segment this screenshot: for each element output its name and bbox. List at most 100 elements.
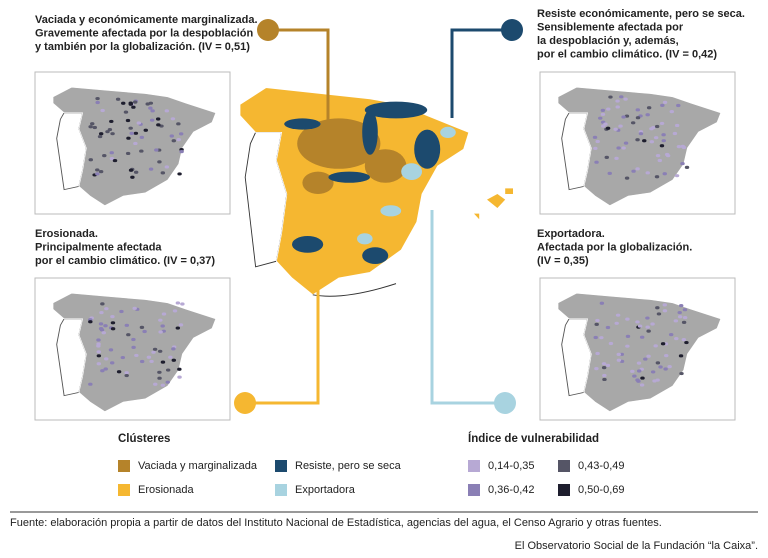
legend-swatch — [558, 460, 570, 472]
dot — [112, 158, 118, 163]
dot — [615, 99, 620, 103]
dot — [654, 124, 660, 129]
panel-title: por el cambio climático. (IV = 0,42) — [537, 48, 717, 60]
dot — [598, 116, 603, 120]
dot — [109, 157, 115, 161]
dot — [619, 95, 624, 99]
dot — [592, 135, 598, 139]
dot — [663, 367, 668, 371]
dot — [128, 168, 134, 172]
dot — [594, 322, 599, 326]
dot — [98, 132, 104, 136]
dot — [109, 151, 114, 155]
dot — [646, 354, 651, 358]
dot — [616, 146, 621, 150]
dot — [654, 175, 660, 179]
dot — [677, 310, 682, 315]
dot — [635, 378, 640, 382]
dot — [655, 154, 661, 158]
dot — [88, 320, 93, 324]
dot — [107, 127, 113, 132]
dot — [649, 140, 655, 144]
dot — [595, 139, 600, 144]
dot — [97, 134, 103, 139]
dot — [625, 334, 631, 338]
dot — [684, 165, 690, 169]
dot — [149, 359, 154, 364]
dot — [593, 146, 598, 150]
dot — [171, 347, 176, 351]
dot — [158, 330, 163, 334]
legend-swatch — [468, 484, 480, 496]
dot — [96, 342, 101, 346]
dot — [110, 315, 115, 319]
dot — [160, 171, 166, 175]
dot — [680, 161, 685, 166]
dot — [621, 146, 626, 150]
dot — [157, 349, 163, 353]
legend-label: 0,50-0,69 — [578, 484, 624, 496]
dot — [110, 321, 116, 325]
legend-swatch — [275, 484, 287, 496]
dot — [625, 317, 630, 321]
legend-swatch — [118, 484, 130, 496]
dot — [100, 108, 105, 113]
dot — [139, 135, 145, 139]
dot — [110, 132, 115, 136]
dot — [126, 136, 131, 140]
dot — [142, 329, 147, 334]
dot — [653, 136, 659, 140]
panel-title: Exportadora. — [537, 228, 605, 240]
dot — [177, 367, 182, 371]
dot — [653, 344, 658, 348]
dot — [669, 110, 675, 114]
dot — [88, 382, 93, 386]
dot — [105, 130, 110, 134]
dot — [674, 336, 679, 341]
dot — [599, 336, 604, 340]
dot — [642, 139, 647, 143]
dot — [672, 131, 678, 136]
dot — [139, 325, 145, 329]
dot — [623, 97, 628, 101]
legend-label: Resiste, pero se seca — [295, 460, 402, 472]
dot — [96, 354, 102, 358]
dot — [100, 302, 105, 306]
dot — [160, 360, 166, 364]
dot — [176, 122, 181, 126]
dot — [131, 337, 136, 342]
credit: El Observatorio Social de la Fundación “… — [515, 540, 758, 552]
dot — [179, 150, 184, 154]
dot — [623, 141, 629, 145]
dot — [599, 301, 605, 305]
dot — [635, 167, 640, 171]
dot — [681, 337, 687, 342]
dot — [109, 361, 115, 365]
dot — [659, 144, 665, 148]
dot — [593, 335, 598, 340]
dot — [168, 355, 173, 359]
dot — [656, 312, 662, 316]
dot — [96, 338, 101, 342]
marker — [501, 19, 523, 41]
dot — [133, 141, 138, 146]
dot — [600, 108, 606, 112]
dot — [601, 362, 607, 366]
dot — [662, 172, 667, 176]
dot — [635, 108, 641, 112]
legend-label: Erosionada — [138, 484, 195, 496]
dot — [639, 335, 645, 339]
legend-swatch — [275, 460, 287, 472]
panel-title: (IV = 0,35) — [537, 255, 589, 267]
dot — [614, 156, 619, 160]
dot — [148, 106, 153, 110]
inset-map — [52, 292, 217, 413]
dot — [95, 96, 100, 101]
dot — [677, 315, 683, 319]
dot — [645, 325, 650, 329]
dot — [160, 383, 166, 387]
dot — [125, 118, 131, 123]
legend-swatch — [118, 460, 130, 472]
dot — [646, 106, 652, 110]
